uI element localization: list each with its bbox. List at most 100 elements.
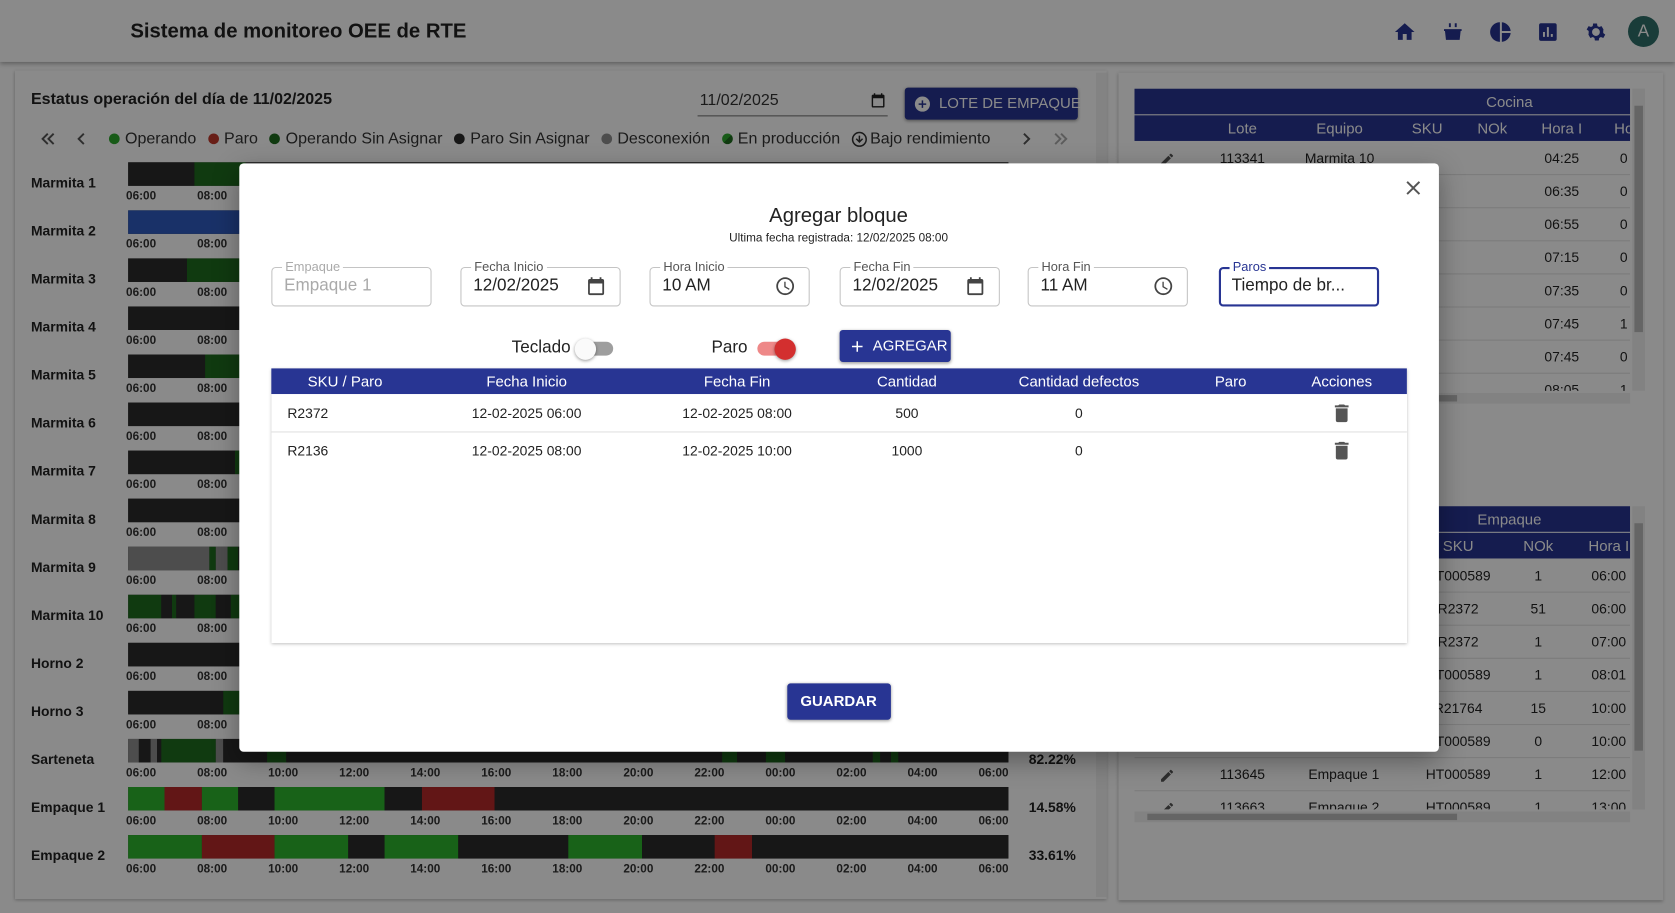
- cell: R2136: [287, 442, 329, 459]
- field-icon[interactable]: [774, 276, 795, 297]
- cell: 113663: [1219, 799, 1266, 810]
- time-label: 02:00: [836, 862, 867, 876]
- delete-button[interactable]: [1330, 402, 1354, 425]
- cell: HT000589: [1425, 567, 1491, 584]
- cell: HT000589: [1425, 733, 1491, 750]
- toggle-thumb[interactable]: [774, 338, 796, 360]
- machine-name: Empaque 1: [30, 799, 106, 816]
- column-header: Lote: [1227, 119, 1257, 137]
- time-label: 04:00: [907, 814, 938, 828]
- legend-marker: [454, 133, 465, 145]
- edit-icon[interactable]: [1159, 767, 1175, 783]
- v-scroll-thumb: [1634, 523, 1643, 751]
- cell: 10:00: [1591, 699, 1627, 716]
- date-value: 11/02/2025: [699, 91, 779, 110]
- time-label: 08:00: [197, 478, 228, 492]
- timeline-segment: [216, 594, 231, 619]
- time-label: 00:00: [765, 766, 796, 780]
- form-field[interactable]: [839, 266, 1000, 307]
- nav-oee-shape: [1490, 22, 1511, 42]
- close-button[interactable]: [1402, 176, 1426, 199]
- status-title: Estatus operación del día de 11/02/2025: [30, 90, 333, 109]
- nav-next-shape: [1023, 132, 1031, 145]
- nav-settings[interactable]: [1584, 20, 1608, 43]
- timeline-segment: [172, 594, 176, 619]
- column-header: Fecha Fin: [703, 372, 771, 390]
- nav-prev[interactable]: [69, 127, 93, 150]
- cell: HT000589: [1425, 799, 1491, 810]
- nav-first[interactable]: [36, 127, 60, 150]
- column-header: SKU: [1411, 119, 1443, 137]
- date-input[interactable]: [697, 88, 888, 117]
- machine-name: Marmita 8: [30, 510, 96, 527]
- time-label: 08:00: [197, 670, 228, 684]
- field-icon[interactable]: [1343, 273, 1369, 299]
- timeline-segment: [128, 594, 162, 619]
- toggle-thumb[interactable]: [574, 338, 597, 360]
- timeline-segment: [194, 162, 246, 186]
- avatar[interactable]: A: [1627, 16, 1659, 47]
- timeline-segment: [641, 835, 715, 859]
- column-header: NOk: [1477, 119, 1508, 137]
- nav-last[interactable]: [1049, 127, 1073, 150]
- nav-home[interactable]: [1393, 20, 1417, 43]
- time-label: 04:00: [907, 862, 938, 876]
- cell: Empaque 2: [1308, 799, 1380, 810]
- toggle-label: Teclado: [511, 338, 571, 357]
- form-field[interactable]: [1027, 266, 1188, 307]
- time-label: 22:00: [694, 766, 725, 780]
- legend-label: Paro Sin Asignar: [470, 129, 590, 148]
- cell: 0: [1619, 282, 1628, 299]
- field-icon[interactable]: [965, 276, 986, 297]
- time-label: 06:00: [126, 766, 157, 780]
- field-icon[interactable]: [585, 276, 606, 297]
- cell: 500: [895, 405, 919, 422]
- time-label: 06:00: [126, 814, 157, 828]
- timeline-segment: [139, 738, 151, 763]
- cell: 06:55: [1544, 216, 1580, 233]
- form-field[interactable]: [649, 266, 810, 307]
- time-label: 10:00: [268, 814, 299, 828]
- timeline-segment: [238, 786, 275, 811]
- oee-value: 14.58%: [1028, 799, 1076, 816]
- cell: 13:00: [1591, 799, 1627, 810]
- time-label: 06:00: [126, 190, 157, 203]
- column-header: Hora I: [1541, 119, 1583, 137]
- machine-name: Marmita 3: [30, 270, 96, 287]
- machine-name: Marmita 2: [30, 222, 96, 239]
- cell: 113645: [1219, 766, 1266, 783]
- edit-icon[interactable]: [1159, 151, 1175, 167]
- field-icon[interactable]: [1153, 276, 1174, 297]
- form-field[interactable]: [1218, 266, 1380, 307]
- time-label: 06:00: [978, 814, 1009, 828]
- machine-name: Marmita 4: [30, 318, 96, 335]
- time-label: 18:00: [552, 814, 583, 828]
- timeline-segment: [128, 162, 195, 186]
- save-button[interactable]: GUARDAR: [787, 683, 891, 720]
- add-button[interactable]: AGREGAR: [839, 329, 951, 362]
- timeline-segment: [384, 835, 459, 859]
- nav-reports[interactable]: [1536, 20, 1560, 43]
- timeline-segment: [175, 594, 195, 619]
- nav-reports-shape: [1539, 23, 1557, 41]
- timeline-segment: [161, 594, 173, 619]
- timeline-segment: [157, 738, 162, 763]
- app-title: Sistema de monitoreo OEE de RTE: [130, 20, 467, 43]
- time-label: 10:00: [268, 862, 299, 876]
- delete-button[interactable]: [1330, 438, 1354, 461]
- nav-cooking[interactable]: [1441, 20, 1465, 43]
- cell: HT000589: [1425, 666, 1491, 683]
- lote-button[interactable]: LOTE DE EMPAQUE: [904, 87, 1081, 120]
- field-value: 12/02/2025: [473, 276, 559, 295]
- nav-next[interactable]: [1015, 127, 1039, 150]
- time-label: 08:00: [197, 814, 228, 828]
- date-icon[interactable]: [870, 92, 887, 109]
- time-label: 06:00: [126, 862, 157, 876]
- nav-oee[interactable]: [1489, 20, 1513, 43]
- field-label: Hora Inicio: [660, 259, 728, 275]
- cell: 06:00: [1591, 567, 1627, 584]
- add-icon: [851, 340, 863, 352]
- edit-icon[interactable]: [1159, 800, 1175, 810]
- time-label: 20:00: [623, 862, 654, 876]
